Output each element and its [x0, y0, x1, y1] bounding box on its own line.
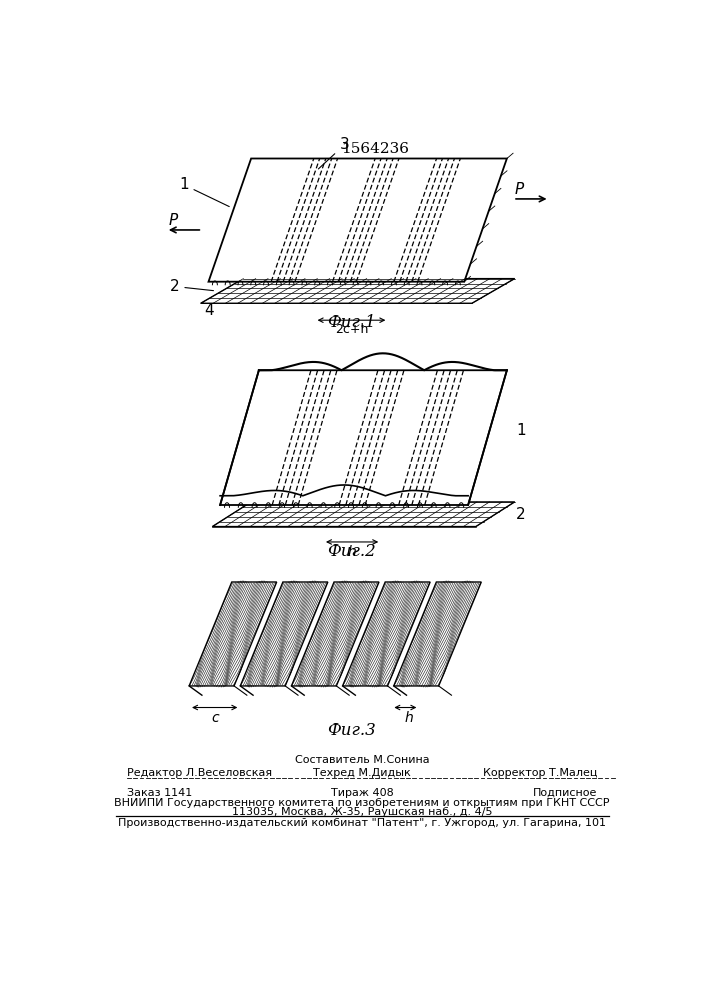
Text: Фиг.3: Фиг.3: [327, 722, 376, 739]
Text: Подписное: Подписное: [533, 788, 597, 798]
Text: h: h: [404, 711, 413, 725]
Polygon shape: [201, 279, 515, 303]
Text: Фиг.2: Фиг.2: [327, 544, 376, 560]
Text: Редактор Л.Веселовская: Редактор Л.Веселовская: [127, 768, 272, 778]
Text: 2c+h: 2c+h: [335, 323, 368, 336]
Polygon shape: [240, 582, 328, 686]
Text: Заказ 1141: Заказ 1141: [127, 788, 192, 798]
Text: 1: 1: [179, 177, 229, 207]
Text: Техред М.Дидык: Техред М.Дидык: [313, 768, 411, 778]
Text: 2: 2: [516, 507, 526, 522]
Polygon shape: [212, 502, 515, 527]
Text: 4: 4: [204, 303, 214, 318]
Text: P: P: [168, 213, 177, 228]
Polygon shape: [394, 582, 481, 686]
Polygon shape: [291, 582, 379, 686]
Text: 2: 2: [170, 279, 214, 294]
Text: Тираж 408: Тираж 408: [331, 788, 393, 798]
Text: 3: 3: [318, 137, 349, 169]
Polygon shape: [220, 370, 507, 505]
Text: Фиг.1: Фиг.1: [327, 314, 376, 331]
Text: 1: 1: [516, 423, 526, 438]
Text: c: c: [211, 711, 218, 725]
Text: Корректор Т.Малец: Корректор Т.Малец: [483, 768, 597, 778]
Text: h: h: [348, 545, 356, 559]
Text: P: P: [515, 182, 524, 197]
Polygon shape: [209, 158, 507, 282]
Polygon shape: [343, 582, 430, 686]
Text: 113035, Москва, Ж-35, Раушская наб., д. 4/5: 113035, Москва, Ж-35, Раушская наб., д. …: [232, 807, 492, 817]
Text: 1564236: 1564236: [341, 142, 409, 156]
Text: ВНИИПИ Государственного комитета по изобретениям и открытиям при ГКНТ СССР: ВНИИПИ Государственного комитета по изоб…: [115, 798, 609, 808]
Text: Производственно-издательский комбинат "Патент", г. Ужгород, ул. Гагарина, 101: Производственно-издательский комбинат "П…: [118, 818, 606, 828]
Text: Составитель М.Сонина: Составитель М.Сонина: [295, 755, 429, 765]
Polygon shape: [189, 582, 276, 686]
